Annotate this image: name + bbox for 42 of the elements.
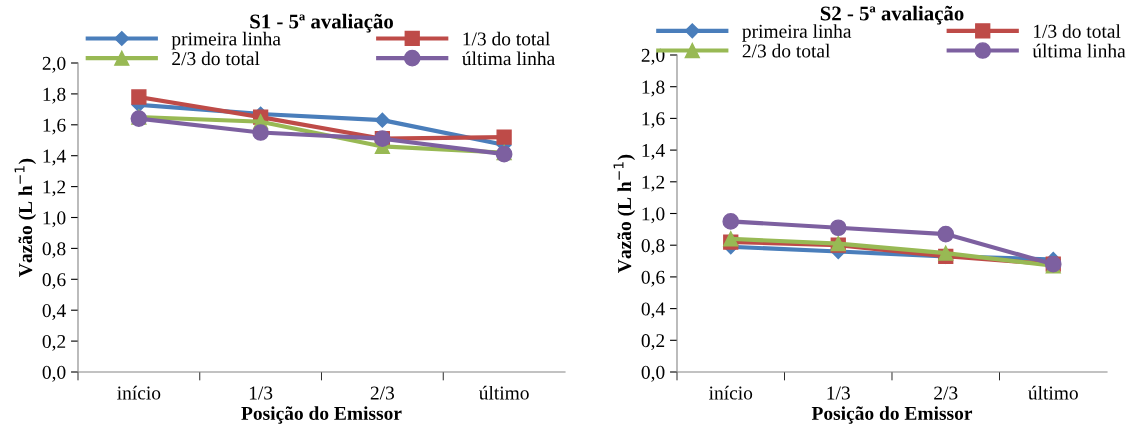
legend-label: primeira linha — [742, 24, 852, 42]
y-tick-label: 0,8 — [42, 242, 66, 259]
x-tick-label: 2/3 — [934, 386, 958, 400]
x-tick-label: início — [117, 385, 161, 400]
legend-label: 2/3 do total — [172, 51, 260, 66]
y-tick-label: 0,2 — [42, 334, 66, 351]
y-tick-label: 0,4 — [42, 304, 66, 320]
y-tick-label: 0,0 — [641, 365, 665, 382]
x-axis-title: Posição do Emissor — [241, 406, 402, 424]
y-tick-label: 1,8 — [642, 80, 665, 97]
y-tick-label: 1,6 — [642, 112, 665, 129]
y-tick-label: 0,2 — [641, 334, 665, 351]
legend-label: última linha — [1032, 43, 1126, 58]
legend-label: 1/3 do total — [1034, 24, 1121, 38]
y-axis-title: Vazão (L h$^{−1}$) — [14, 158, 37, 277]
y-tick-label: 0,4 — [641, 302, 665, 319]
x-tick-label: início — [709, 385, 753, 400]
y-tick-label: 1,2 — [642, 175, 665, 192]
legend-label: 2/3 do total — [742, 43, 831, 58]
legend-label: primeira linha — [171, 31, 281, 50]
y-tick-label: 1,2 — [43, 180, 66, 197]
x-tick-label: 2/3 — [370, 386, 395, 400]
y-tick-label: 1,8 — [43, 87, 66, 104]
x-tick-label: último — [1028, 385, 1078, 400]
x-tick-label: último — [478, 385, 529, 400]
y-tick-label: 0,8 — [641, 239, 665, 255]
y-axis-title: Vazão (L h$^{−1}$) — [613, 154, 636, 273]
x-tick-label: 1/3 — [827, 386, 850, 400]
legend-label: última linha — [462, 51, 555, 66]
legend-label: 1/3 do total — [463, 31, 550, 46]
y-tick-label: 0,0 — [42, 365, 66, 382]
y-tick-label: 1,0 — [642, 207, 665, 224]
x-axis-title: Posição do Emissor — [811, 406, 973, 424]
y-tick-label: 1,6 — [43, 118, 66, 135]
y-tick-label: 2,0 — [42, 56, 66, 73]
y-tick-label: 1,0 — [43, 211, 66, 228]
chart-title: S2 - 5ª avaliação — [820, 5, 964, 25]
x-tick-label: 1/3 — [249, 386, 273, 400]
y-tick-label: 1,4 — [642, 144, 665, 160]
y-tick-label: 1,4 — [43, 149, 66, 166]
y-tick-label: 0,6 — [42, 273, 66, 290]
y-tick-label: 0,6 — [641, 270, 665, 287]
